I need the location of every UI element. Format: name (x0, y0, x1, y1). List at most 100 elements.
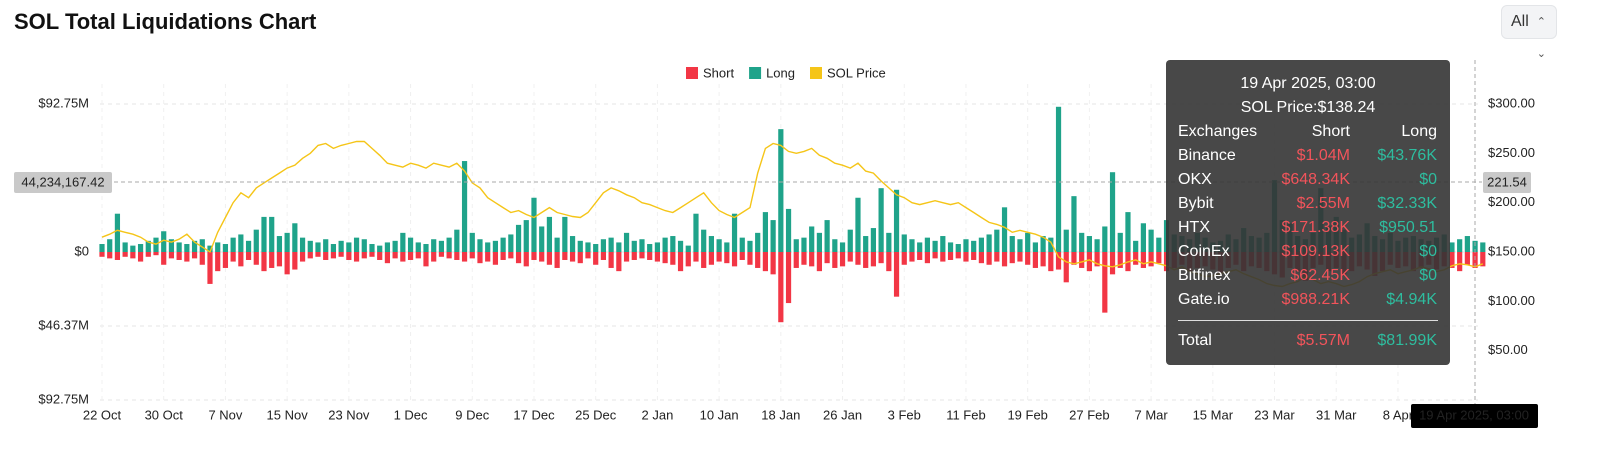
long-bar (755, 232, 761, 252)
long-bar (523, 220, 529, 252)
short-bar (461, 252, 468, 262)
short-bar (114, 252, 121, 260)
short-bar (994, 252, 1000, 262)
x-tick-label: 10 Jan (700, 407, 739, 422)
tooltip-header: Short (1311, 123, 1350, 140)
tooltip-cell: $648.34K (1281, 171, 1350, 188)
short-bar (1480, 252, 1486, 267)
long-bar (1449, 242, 1455, 252)
short-bar (978, 252, 984, 264)
tooltip-cell: $0 (1419, 243, 1437, 260)
tooltip-separator (1178, 320, 1438, 321)
long-bar (932, 240, 938, 252)
long-bar (400, 232, 406, 252)
short-bar (1133, 252, 1139, 265)
long-bar (947, 242, 954, 252)
long-bar (130, 245, 136, 252)
long-bar (824, 220, 830, 252)
short-bar (1025, 252, 1031, 265)
short-bar (631, 252, 637, 260)
long-bar (145, 240, 151, 252)
x-tick-label: 17 Dec (513, 407, 555, 422)
long-bar (1017, 239, 1023, 252)
short-bar (423, 252, 429, 267)
y2-tick-label: $250.00 (1488, 145, 1535, 160)
long-bar (747, 240, 753, 252)
long-bar (253, 229, 259, 252)
x-tick-label: 1 Dec (394, 407, 428, 422)
short-bar (299, 252, 306, 262)
short-bar (492, 252, 499, 265)
long-bar (585, 242, 591, 252)
short-bar (947, 252, 954, 260)
long-bar (770, 220, 776, 252)
short-bar (577, 252, 583, 264)
y2-tick-label: $150.00 (1488, 243, 1535, 258)
short-bar (469, 252, 475, 259)
short-bar (176, 252, 182, 260)
crosshair-x-box (1411, 404, 1538, 428)
long-bar (1125, 212, 1131, 252)
short-bar (600, 252, 607, 260)
short-bar (407, 252, 414, 260)
short-bar (315, 252, 321, 257)
short-bar (693, 252, 699, 262)
short-bar (307, 252, 313, 259)
long-bar (215, 242, 221, 252)
short-bar (986, 252, 992, 265)
tooltip-header: Long (1401, 123, 1437, 140)
long-bar (716, 239, 722, 252)
tooltip-cell: $0 (1419, 171, 1437, 188)
long-bar (955, 244, 961, 252)
long-bar (631, 240, 637, 252)
tooltip-cell: $32.33K (1377, 195, 1437, 212)
short-bar (955, 252, 961, 259)
long-bar (1032, 242, 1038, 252)
short-bar (346, 252, 352, 260)
short-bar (168, 252, 175, 259)
long-bar (670, 236, 676, 252)
long-bar (554, 237, 560, 252)
short-bar (477, 252, 483, 264)
long-bar (1025, 232, 1031, 252)
long-bar (107, 239, 113, 252)
short-bar (901, 252, 907, 265)
long-bar (893, 189, 900, 252)
long-bar (1464, 236, 1470, 252)
short-bar (284, 252, 290, 275)
short-bar (400, 252, 406, 262)
short-bar (1464, 252, 1470, 265)
legend-label: Long (766, 65, 795, 80)
long-bar (1457, 239, 1463, 252)
long-bar (1117, 232, 1123, 252)
short-bar (531, 252, 537, 260)
short-bar (1040, 252, 1046, 267)
short-bar (893, 252, 900, 297)
short-bar (924, 252, 930, 264)
short-bar (523, 252, 529, 267)
short-bar (963, 252, 969, 262)
long-bar (793, 239, 799, 252)
long-bar (245, 240, 252, 252)
long-bar (184, 244, 190, 252)
y-tick-label: $92.75M (38, 95, 89, 110)
range-selector[interactable]: All ⌃ ⌄ (1501, 5, 1557, 60)
x-tick-label: 18 Jan (761, 407, 800, 422)
long-bar (1480, 242, 1486, 252)
crosshair-y-label: 44,234,167.42 (21, 174, 104, 189)
long-bar (431, 239, 437, 252)
long-bar (1048, 237, 1054, 252)
short-bar (593, 252, 599, 265)
short-bar (238, 252, 244, 267)
short-bar (454, 252, 460, 260)
y2-tick-label: $100.00 (1488, 293, 1535, 308)
long-bar (539, 226, 545, 252)
long-bar (168, 239, 175, 252)
long-bar (662, 237, 668, 252)
short-bar (616, 252, 622, 272)
legend-swatch (749, 67, 762, 79)
long-bar (639, 239, 645, 252)
long-bar (346, 242, 352, 252)
short-bar (917, 252, 923, 260)
long-bar (600, 239, 607, 252)
